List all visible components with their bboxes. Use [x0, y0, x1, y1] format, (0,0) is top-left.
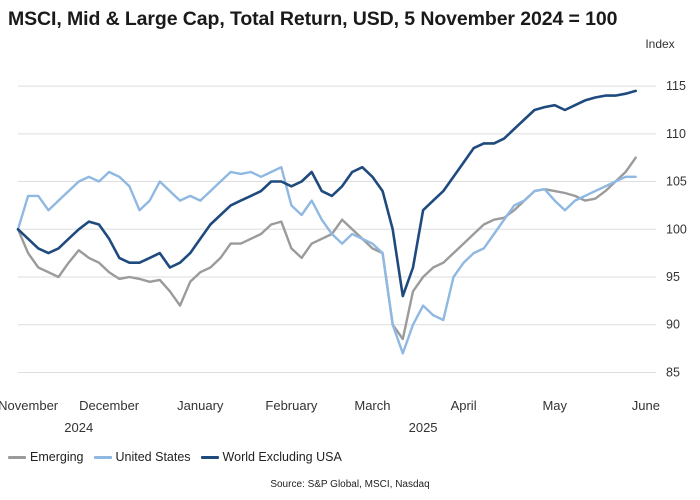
y-tick-label-105: 105	[666, 175, 687, 189]
y-tick-label-110: 110	[666, 127, 686, 141]
y-tick-label-85: 85	[666, 365, 680, 379]
legend-swatch-world-ex-usa	[200, 455, 219, 459]
series-lines	[16, 89, 637, 355]
x-tick-label-june: June	[632, 398, 660, 413]
x-tick-label-february: February	[265, 398, 318, 413]
gridlines	[18, 85, 656, 373]
legend-label-world-ex-usa: World Excluding USA	[222, 450, 342, 464]
legend-item-emerging: Emerging	[8, 450, 84, 464]
series-line-world-excluding-usa	[16, 89, 637, 298]
y-tick-label-100: 100	[666, 222, 687, 236]
legend-item-world-ex-usa: World Excluding USA	[200, 450, 342, 464]
x-axis-ticks: November December January February March Apri…	[0, 398, 660, 435]
x-tick-label-november: November	[0, 398, 59, 413]
source-note: Source: S&P Global, MSCI, Nasdaq	[270, 479, 430, 490]
legend-item-united-states: United States	[93, 450, 191, 464]
y-axis-label: Index	[645, 37, 674, 51]
y-tick-label-115: 115	[666, 79, 686, 93]
y-tick-label-90: 90	[666, 318, 680, 332]
legend-swatch-emerging	[8, 455, 26, 459]
x-year-label-2024: 2024	[64, 420, 93, 435]
x-tick-label-april: April	[451, 398, 477, 413]
series-line-united-states	[16, 166, 637, 355]
legend-label-emerging: Emerging	[30, 450, 84, 464]
x-tick-label-march: March	[354, 398, 390, 413]
x-tick-label-may: May	[542, 398, 567, 413]
series-line-emerging	[16, 156, 637, 341]
legend: Emerging United States World Excluding U…	[8, 450, 342, 464]
chart-title: MSCI, Mid & Large Cap, Total Return, USD…	[8, 8, 618, 30]
x-year-label-2025: 2025	[409, 420, 438, 435]
legend-swatch-united-states	[93, 455, 112, 459]
y-axis-ticks: 85 90 95 100 105 110 115	[666, 79, 687, 379]
legend-label-united-states: United States	[115, 450, 191, 464]
y-tick-label-95: 95	[666, 270, 680, 284]
x-tick-label-december: December	[79, 398, 140, 413]
x-tick-label-january: January	[177, 398, 224, 413]
